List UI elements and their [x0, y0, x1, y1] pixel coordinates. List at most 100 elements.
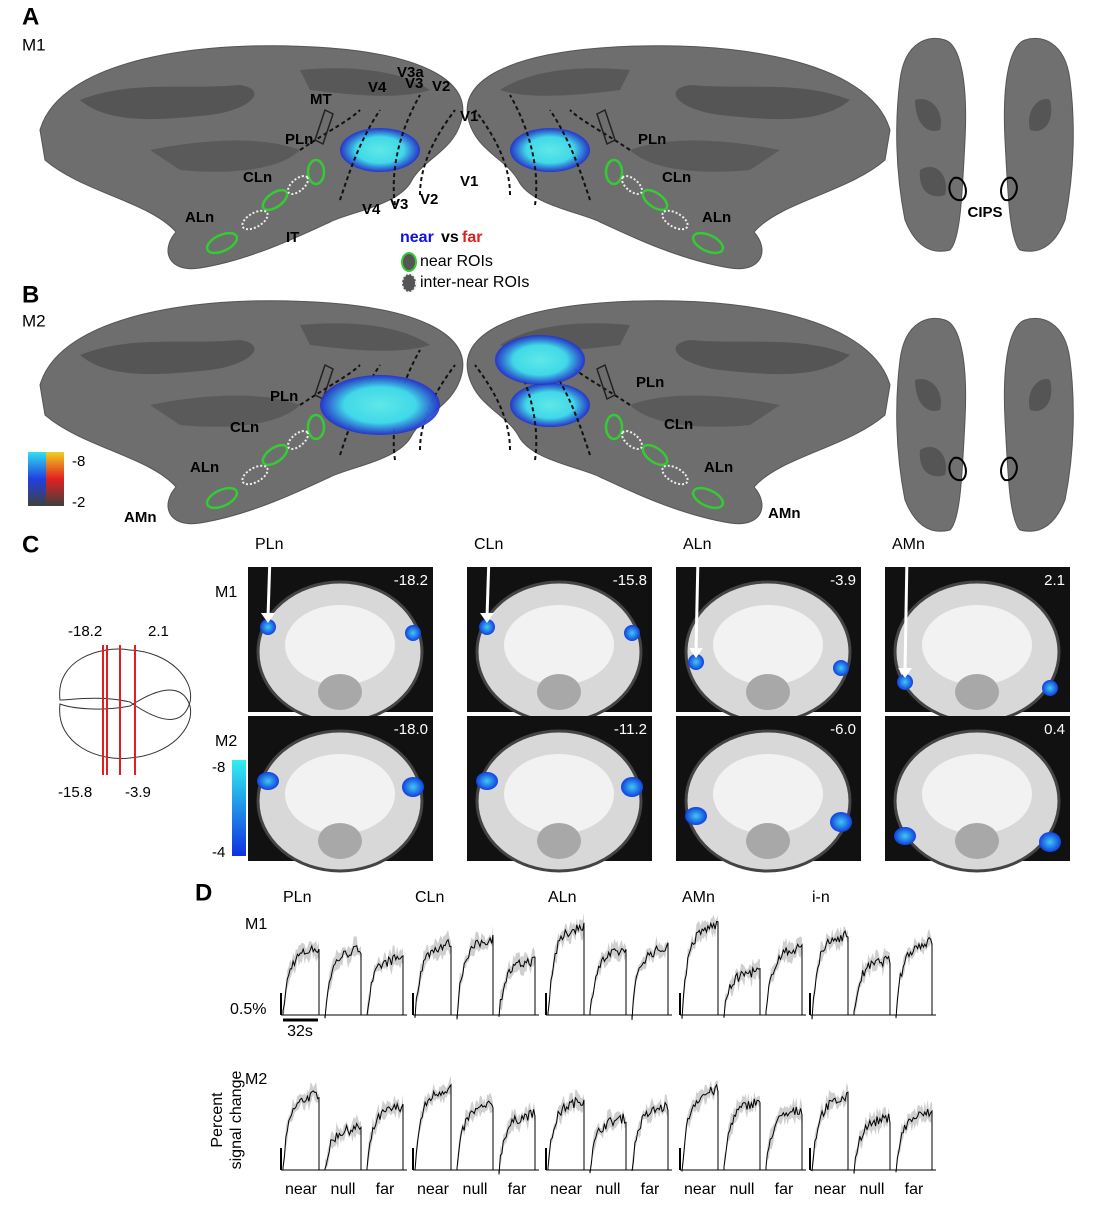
colorbar-label: -4 [212, 844, 225, 861]
activation [624, 625, 640, 641]
roi-label: PLn [636, 374, 664, 391]
activation [830, 812, 852, 832]
error-band [457, 925, 493, 1016]
roi-label: ALn [704, 459, 733, 476]
slice-coord: 2.1 [148, 623, 169, 640]
white-matter [285, 754, 395, 834]
timecourse [282, 1090, 320, 1170]
arrow [266, 555, 272, 618]
condition-label: near [417, 1181, 450, 1198]
area-label: CIPS [967, 204, 1002, 221]
panel-letter: A [22, 3, 39, 30]
slice-coord: -11.2 [614, 721, 647, 738]
error-band [632, 1093, 668, 1170]
condition-label: null [463, 1181, 488, 1198]
white-matter [713, 605, 823, 685]
activation [621, 777, 643, 797]
condition-label: near [550, 1181, 583, 1198]
condition-label: far [376, 1181, 395, 1198]
slice-coord: -18.0 [394, 721, 428, 738]
arrow [694, 555, 700, 653]
activation [685, 807, 707, 825]
roi-label: ALn [190, 459, 219, 476]
brainstem [746, 823, 790, 859]
activation [1039, 832, 1061, 852]
panel-b-brains [38, 299, 1075, 533]
error-band [415, 1075, 451, 1170]
panel-letter: D [195, 879, 212, 906]
timecourse [456, 1100, 494, 1170]
timecourse [547, 922, 585, 1015]
arrow [903, 555, 909, 673]
roi-label: i-n [812, 889, 830, 906]
timecourse [324, 945, 362, 1019]
brainstem [537, 674, 581, 710]
timecourse [631, 942, 669, 1020]
area-label: V3 [390, 196, 408, 213]
brainstem [318, 674, 362, 710]
legend-vs: vs [441, 229, 459, 246]
roi-label: PLn [255, 536, 283, 553]
error-band [812, 926, 848, 1017]
brainstem [537, 823, 581, 859]
timecourse [498, 1109, 536, 1175]
scale-label: 32s [287, 1023, 313, 1040]
activation [402, 777, 424, 797]
slice-coord: -18.2 [68, 623, 102, 640]
roi-label: ALn [702, 209, 731, 226]
arrow-head [689, 648, 703, 658]
error-band [724, 1091, 760, 1170]
scale-label: 0.5% [230, 1001, 266, 1018]
roi-label: ALn [683, 536, 711, 553]
schematic-brain [59, 645, 192, 775]
axis-label: signal change [228, 1071, 245, 1170]
panel-letter: B [22, 281, 39, 308]
timecourse [366, 953, 404, 1016]
subject: M2 [215, 733, 237, 750]
subject: M2 [245, 1071, 267, 1088]
timecourse [681, 920, 719, 1019]
white-matter [713, 754, 823, 834]
timecourse [282, 944, 320, 1015]
timecourse [681, 1083, 719, 1172]
roi-label: AMn [892, 536, 925, 553]
roi-label: AMn [768, 505, 801, 522]
slice-coord: -15.8 [58, 784, 92, 801]
roi-label: AMn [124, 509, 157, 526]
area-label: V4 [362, 201, 381, 218]
timecourse [324, 1122, 362, 1170]
activation [476, 772, 498, 790]
roi-label: CLn [662, 169, 691, 186]
timecourse [589, 947, 627, 1015]
condition-label: near [684, 1181, 717, 1198]
error-band [724, 958, 760, 1015]
error-band [325, 936, 361, 1015]
timecourse [895, 936, 933, 1019]
condition-label: far [905, 1181, 924, 1198]
slice-coord: -6.0 [830, 721, 856, 738]
timecourse [414, 1083, 452, 1171]
error-band [590, 1108, 626, 1170]
slice-coord: -15.8 [613, 572, 647, 589]
timecourse [414, 938, 452, 1018]
condition-label: null [730, 1181, 755, 1198]
timecourse [811, 929, 849, 1020]
legend-near-icon [401, 252, 417, 272]
error-band [854, 947, 890, 1015]
subject: M1 [22, 35, 46, 54]
subject: M1 [245, 916, 267, 933]
colorbar-near [28, 452, 46, 506]
error-band [590, 938, 626, 1015]
roi-label: PLn [283, 889, 311, 906]
white-matter [922, 605, 1032, 685]
subject: M2 [22, 311, 46, 330]
area-label: CLn [243, 169, 272, 186]
error-band [283, 940, 319, 1015]
arrow-head [898, 668, 912, 678]
brainstem [955, 823, 999, 859]
condition-label: far [641, 1181, 660, 1198]
area-label: V1 [460, 108, 478, 125]
timecourse [723, 1098, 761, 1170]
activation [897, 674, 913, 690]
timecourse [811, 1091, 849, 1172]
